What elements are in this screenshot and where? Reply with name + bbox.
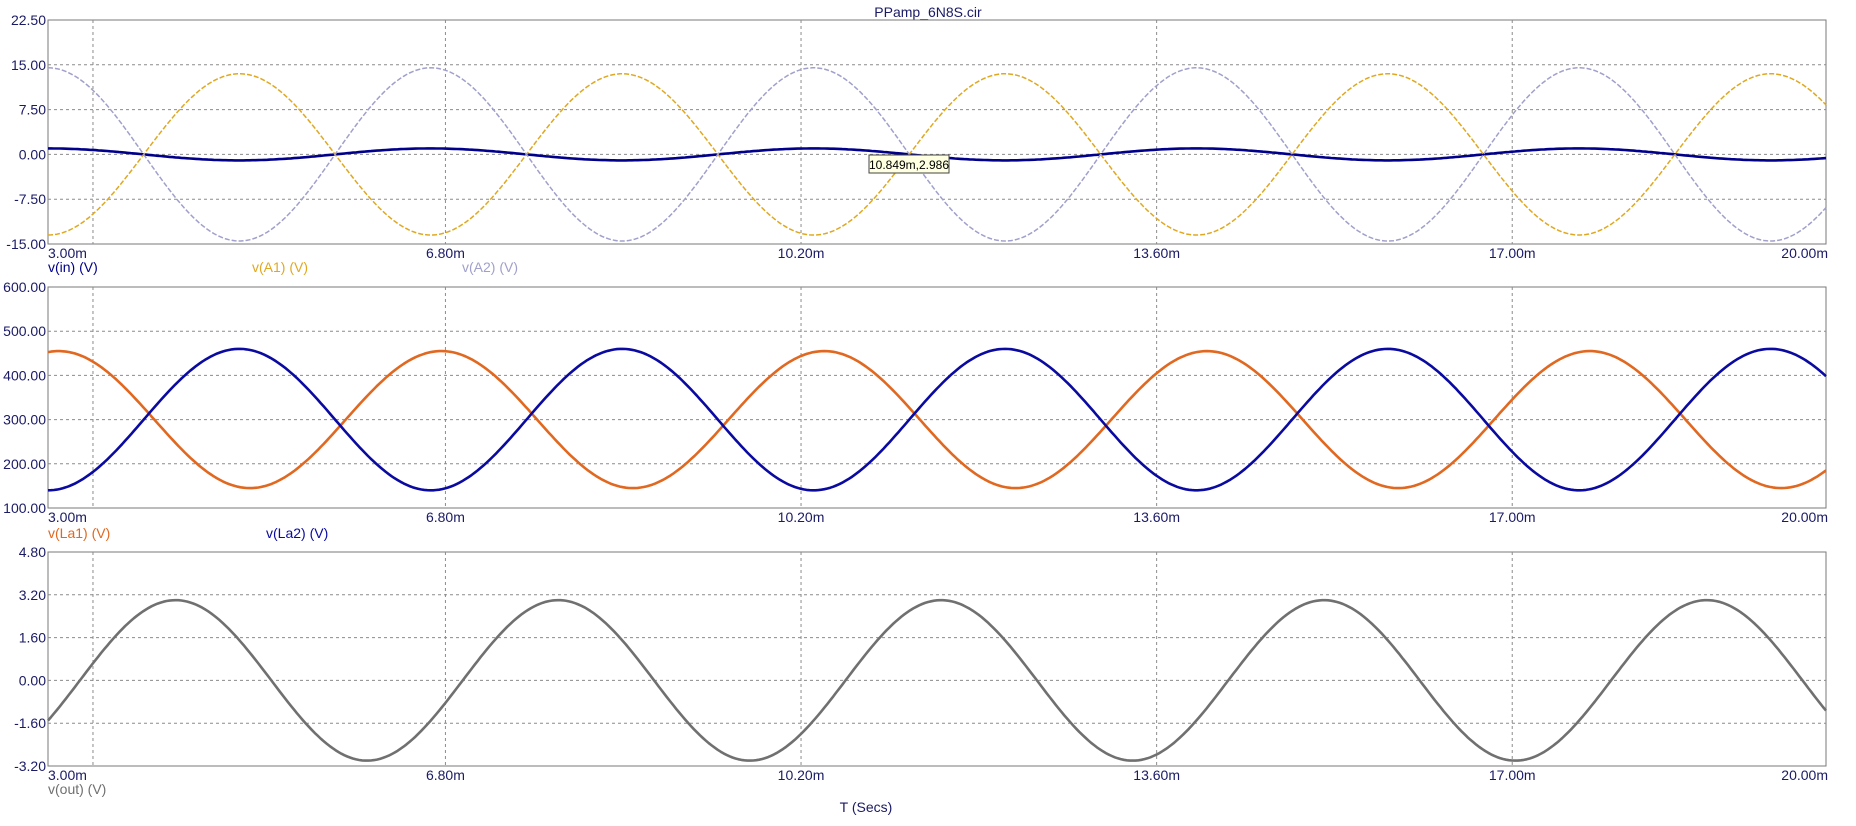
x-tick-label: 6.80m [426,245,465,261]
y-tick-label: -1.60 [14,715,46,731]
y-tick-label: -7.50 [14,191,46,207]
y-tick-label: 600.00 [3,279,46,295]
legend-entry: v(A2) (V) [462,259,518,275]
legend-entry: v(out) (V) [48,781,106,797]
legend-entry: v(La1) (V) [48,525,110,541]
y-tick-label: -15.00 [6,236,46,252]
x-tick-label: 13.60m [1133,245,1180,261]
x-tick-label: 20.00m [1781,245,1828,261]
x-tick-label: 10.20m [778,767,825,783]
series-line-v-a2-v- [47,67,1827,242]
y-tick-label: 3.20 [19,587,46,603]
x-tick-label: 20.00m [1781,509,1828,525]
plot-frame [47,19,1827,245]
series-line-v-a1-v- [47,73,1827,236]
y-tick-label: 4.80 [19,544,46,560]
panel-3: 4.80 3.20 1.60 0.00 -1.60 -3.203.00m 6.80m 10.2… [14,544,1828,797]
x-tick-label: 17.00m [1489,767,1536,783]
plot-frame [47,286,1827,509]
x-tick-label: 10.20m [778,509,825,525]
series-line-v-la1-v- [47,349,1827,490]
x-tick-label: 17.00m [1489,245,1536,261]
series-line-v-out-v- [47,598,1827,762]
y-tick-label: 7.50 [19,102,46,118]
cursor-readout[interactable]: 10.849m,2.986 [868,154,950,174]
legend-entry: v(in) (V) [48,259,98,275]
y-tick-label: 22.50 [11,12,46,28]
y-tick-label: 1.60 [19,630,46,646]
x-tick-label: 17.00m [1489,509,1536,525]
x-tick-label: 6.80m [426,509,465,525]
y-tick-label: 200.00 [3,456,46,472]
plot-frame [47,551,1827,767]
legend-entry: v(La2) (V) [266,525,328,541]
x-tick-label: 3.00m [48,767,87,783]
legend-entry: v(A1) (V) [252,259,308,275]
x-tick-label: 3.00m [48,245,87,261]
y-tick-label: 0.00 [19,672,46,688]
panel-1: 22.50 15.00 7.50 0.00 -7.50 -15.003.00m 6.80m 1… [6,12,1828,275]
series-line-v-la2-v- [47,347,1827,492]
y-tick-label: 400.00 [3,367,46,383]
x-tick-label: 13.60m [1133,767,1180,783]
y-tick-label: 500.00 [3,323,46,339]
y-tick-label: 300.00 [3,412,46,428]
x-tick-label: 13.60m [1133,509,1180,525]
y-tick-label: 15.00 [11,57,46,73]
x-tick-label: 3.00m [48,509,87,525]
x-axis-label: T (Secs) [840,799,893,815]
x-tick-label: 20.00m [1781,767,1828,783]
y-tick-label: 0.00 [19,146,46,162]
x-tick-label: 10.20m [778,245,825,261]
y-tick-label: 100.00 [3,500,46,516]
x-tick-label: 6.80m [426,767,465,783]
y-tick-label: -3.20 [14,758,46,774]
cursor-readout-text: 10.849m,2.986 [869,158,949,172]
plot-title: PPamp_6N8S.cir [874,4,982,20]
panel-2: 600.00 500.00 400.00 300.00 200.00 100.003.00… [3,279,1828,541]
